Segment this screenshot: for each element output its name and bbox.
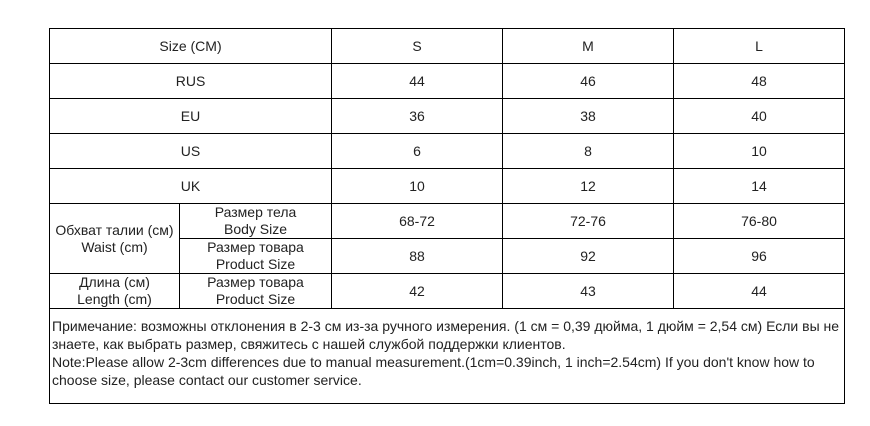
size-value: 68-72 <box>331 203 504 239</box>
note-row: Примечание: возможны отклонения в 2-3 см… <box>48 308 846 404</box>
size-value: 96 <box>673 238 846 274</box>
measure-row: Длина (см) Length (cm) Размер товара Produc… <box>49 273 846 309</box>
measure-row: Размер товара Product Size 88 92 96 <box>50 238 846 274</box>
size-table: Size (CM) S M L RUS 44 46 48 EU 36 38 40 US 6 8 10 UK 10 1… <box>48 28 846 404</box>
size-value: 76-80 <box>673 203 846 239</box>
group-label: Обхват талии (см) Waist (cm) <box>49 203 180 274</box>
size-value: 6 <box>331 133 504 169</box>
size-value: 72-76 <box>502 203 675 239</box>
row-label: RUS <box>48 63 333 99</box>
size-value: 10 <box>331 168 504 204</box>
note: Примечание: возможны отклонения в 2-3 см… <box>48 308 846 404</box>
size-value: 12 <box>502 168 675 204</box>
size-value: 42 <box>331 273 504 309</box>
row-label: UK <box>48 168 333 204</box>
header-cell: Size (CM) <box>48 28 333 64</box>
group-label-line: Waist (cm) <box>81 238 148 255</box>
size-value: 92 <box>502 238 675 274</box>
size-value: 36 <box>331 98 504 134</box>
group-label: Длина (см) Length (cm) <box>49 273 180 309</box>
size-value: 40 <box>673 98 846 134</box>
sub-label: Размер товара Product Size <box>178 238 333 274</box>
size-value: 43 <box>502 273 675 309</box>
size-row: RUS 44 46 48 <box>48 63 846 99</box>
sub-label: Размер товара Product Size <box>178 273 333 309</box>
group-label-line: Обхват талии (см) <box>55 221 174 238</box>
sub-label-line: Product Size <box>215 256 296 272</box>
size-row: US 6 8 10 <box>48 133 846 169</box>
size-value: 44 <box>673 273 846 309</box>
header-cell: M <box>502 28 675 64</box>
size-row: UK 10 12 14 <box>48 168 846 204</box>
measure-row: Обхват талии (см) Waist (cm) Размер тела Bo… <box>49 203 846 274</box>
sub-label-line: Body Size <box>223 221 288 237</box>
note-paragraph: Note:Please allow 2-3cm differences due … <box>52 354 815 388</box>
note-paragraph: Примечание: возможны отклонения в 2-3 см… <box>52 318 840 352</box>
size-value: 8 <box>502 133 675 169</box>
sub-label: Размер тела Body Size <box>178 203 333 239</box>
size-value: 38 <box>502 98 675 134</box>
size-row: EU 36 38 40 <box>48 98 846 134</box>
group-label-line: Length (cm) <box>77 291 152 307</box>
group-label-line: Длина (см) <box>79 274 150 290</box>
size-value: 14 <box>673 168 846 204</box>
header-cell: S <box>331 28 504 64</box>
header-cell: L <box>673 28 846 64</box>
size-value: 10 <box>673 133 846 169</box>
row-label: EU <box>48 98 333 134</box>
header-row: Size (CM) S M L <box>48 28 846 64</box>
row-label: US <box>48 133 333 169</box>
size-value: 48 <box>673 63 846 99</box>
sub-label-line: Размер товара <box>207 274 304 290</box>
size-chart: Size (CM) S M L RUS 44 46 48 EU 36 38 40 US 6 8 10 UK 10 1… <box>48 28 846 404</box>
size-value: 46 <box>502 63 675 99</box>
size-value: 88 <box>331 238 504 274</box>
size-value: 44 <box>331 63 504 99</box>
sub-label-line: Размер тела <box>214 204 297 220</box>
sub-label-line: Product Size <box>215 291 296 307</box>
sub-label-line: Размер товара <box>207 239 304 255</box>
